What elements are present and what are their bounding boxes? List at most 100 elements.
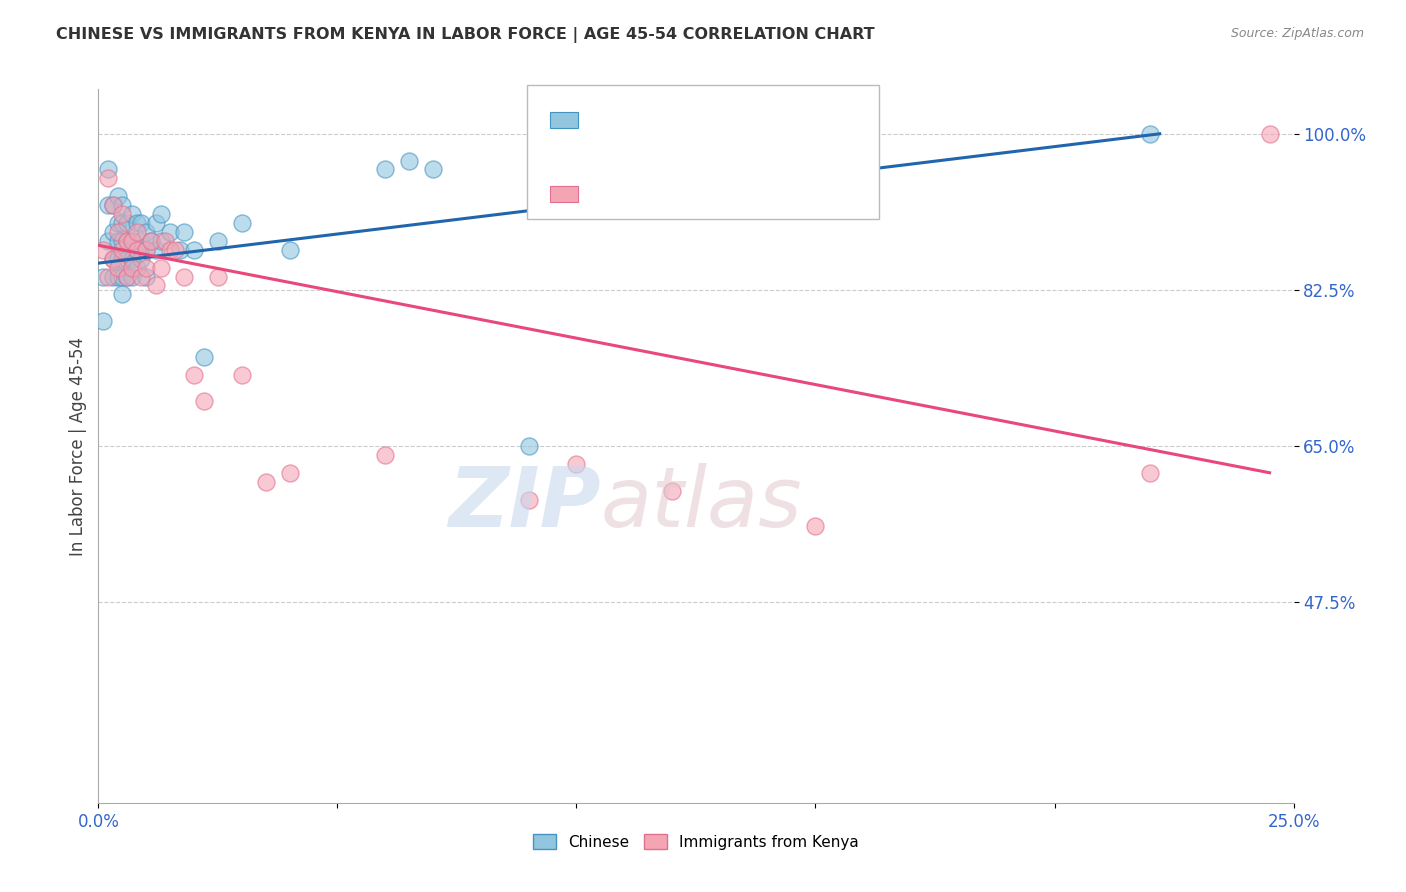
Point [115,216,138,230]
Point [183,243,205,257]
Point [121,252,143,266]
Point [145,216,167,230]
Point [135,243,157,257]
Point [107,234,129,248]
Point [97,234,120,248]
Point [163,243,186,257]
Point [254,475,277,489]
Point [139,234,162,248]
Point [107,216,129,230]
Text: Source: ZipAtlas.com: Source: ZipAtlas.com [1230,27,1364,40]
Point [101,198,124,212]
Point [149,234,172,248]
Point [125,260,148,275]
Point [145,278,167,293]
Point [115,252,138,266]
Point [115,269,138,284]
Point [121,260,143,275]
Point [125,243,148,257]
Point [661,483,683,498]
Point [135,243,157,257]
Point [155,234,177,248]
Point [91,314,114,328]
Point [139,234,162,248]
Text: ZIP: ZIP [447,463,600,543]
Point [111,216,134,230]
Point [804,189,827,203]
Y-axis label: In Labor Force | Age 45-54: In Labor Force | Age 45-54 [69,336,87,556]
Point [135,260,157,275]
Point [207,234,229,248]
Point [115,269,138,284]
Point [125,216,148,230]
Point [121,234,143,248]
Point [159,243,181,257]
Point [804,519,827,533]
Point [101,252,124,266]
Point [131,234,153,248]
Point [125,225,148,239]
Point [91,269,114,284]
Point [111,243,134,257]
Point [107,252,129,266]
Point [193,394,215,409]
Point [97,171,120,186]
Point [125,243,148,257]
Point [278,466,301,480]
Point [149,260,172,275]
Point [517,439,540,453]
Point [135,225,157,239]
Point [231,216,253,230]
Point [173,269,195,284]
Point [115,234,138,248]
Point [111,287,134,301]
Point [91,243,114,257]
Point [121,207,143,221]
Text: R =  0.455   N = 56: R = 0.455 N = 56 [588,107,737,122]
Point [149,207,172,221]
Point [111,234,134,248]
Point [111,252,134,266]
Point [107,189,129,203]
Point [111,207,134,221]
Point [565,457,588,471]
Point [97,198,120,212]
Point [121,234,143,248]
Point [97,162,120,177]
Legend: Chinese, Immigrants from Kenya: Chinese, Immigrants from Kenya [527,828,865,855]
Point [121,269,143,284]
Point [374,162,396,177]
Point [159,225,181,239]
Point [169,243,191,257]
Point [517,492,540,507]
Point [135,269,157,284]
Point [193,350,215,364]
Point [207,269,229,284]
Point [107,260,129,275]
Point [101,225,124,239]
Point [111,198,134,212]
Point [231,368,253,382]
Point [97,269,120,284]
Point [131,216,153,230]
Point [111,269,134,284]
Point [1139,127,1161,141]
Point [278,243,301,257]
Point [1139,466,1161,480]
Point [1258,127,1281,141]
Point [131,269,153,284]
Point [107,225,129,239]
Point [398,153,420,168]
Point [101,252,124,266]
Text: CHINESE VS IMMIGRANTS FROM KENYA IN LABOR FORCE | AGE 45-54 CORRELATION CHART: CHINESE VS IMMIGRANTS FROM KENYA IN LABO… [56,27,875,43]
Point [173,225,195,239]
Point [183,368,205,382]
Point [374,448,396,462]
Point [107,269,129,284]
Point [145,243,167,257]
Text: atlas: atlas [600,463,801,543]
Point [101,198,124,212]
Point [101,269,124,284]
Point [422,162,444,177]
Text: R = -0.390   N = 38: R = -0.390 N = 38 [588,181,738,196]
